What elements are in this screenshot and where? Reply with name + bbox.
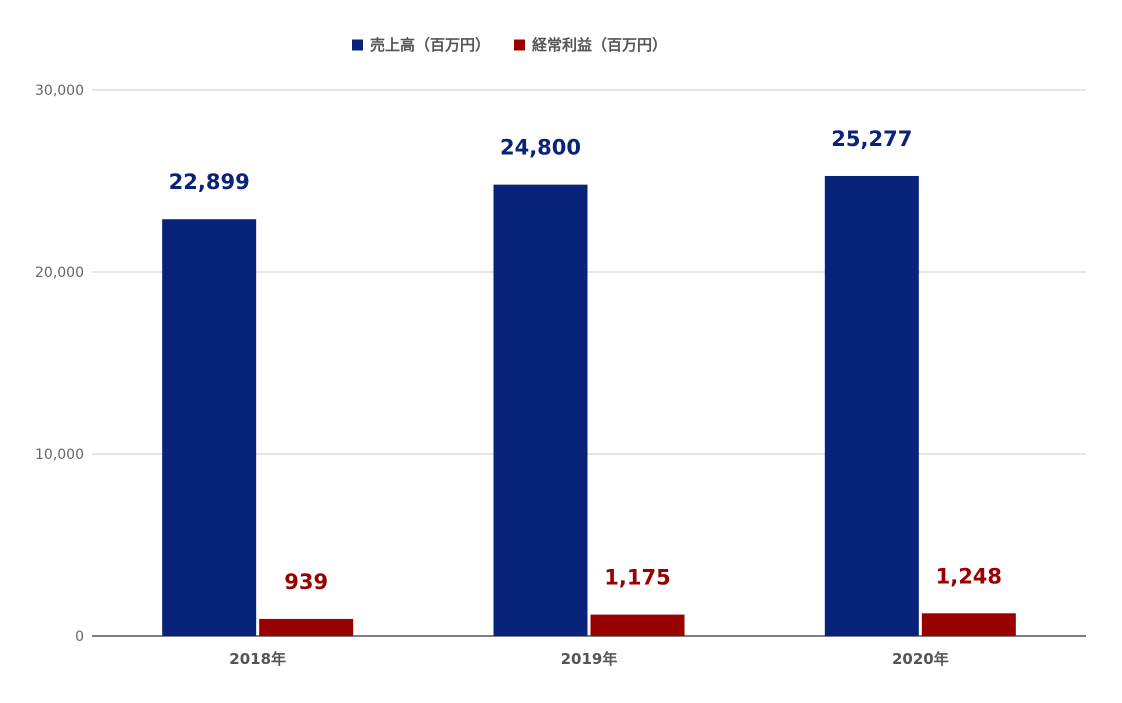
- x-tick-label: 2018年: [229, 650, 286, 668]
- data-label: 939: [284, 570, 328, 594]
- legend-label: 経常利益（百万円）: [532, 36, 667, 54]
- y-axis-ticks: 0 10,000 20,000 30,000: [35, 83, 84, 645]
- x-tick-label: 2020年: [892, 650, 949, 668]
- bar-ordinary-profit: [921, 613, 1016, 636]
- y-tick-label: 10,000: [35, 447, 84, 463]
- data-label: 1,175: [604, 566, 670, 590]
- legend: 売上高（百万円） 経常利益（百万円）: [352, 36, 667, 54]
- bar-sales: [824, 175, 919, 636]
- gridlines: [92, 89, 1086, 637]
- y-tick-label: 0: [75, 629, 84, 645]
- y-tick-label: 30,000: [35, 83, 84, 99]
- bar-ordinary-profit: [590, 614, 685, 636]
- x-axis-ticks: 2018年 2019年 2020年: [229, 650, 948, 668]
- bar-sales: [493, 184, 588, 636]
- x-tick-label: 2019年: [561, 650, 618, 668]
- y-tick-label: 20,000: [35, 265, 84, 281]
- data-labels: 22,899 939 24,800 1,175 25,277 1,248: [169, 127, 1002, 594]
- legend-swatch: [352, 39, 363, 51]
- data-label: 25,277: [831, 127, 912, 151]
- data-label: 1,248: [936, 564, 1002, 588]
- bar-sales: [162, 219, 257, 636]
- bar-ordinary-profit: [259, 618, 354, 636]
- data-label: 24,800: [500, 136, 581, 160]
- legend-swatch: [514, 39, 525, 51]
- legend-label: 売上高（百万円）: [370, 36, 490, 54]
- bars: [162, 175, 1016, 636]
- data-label: 22,899: [169, 170, 250, 194]
